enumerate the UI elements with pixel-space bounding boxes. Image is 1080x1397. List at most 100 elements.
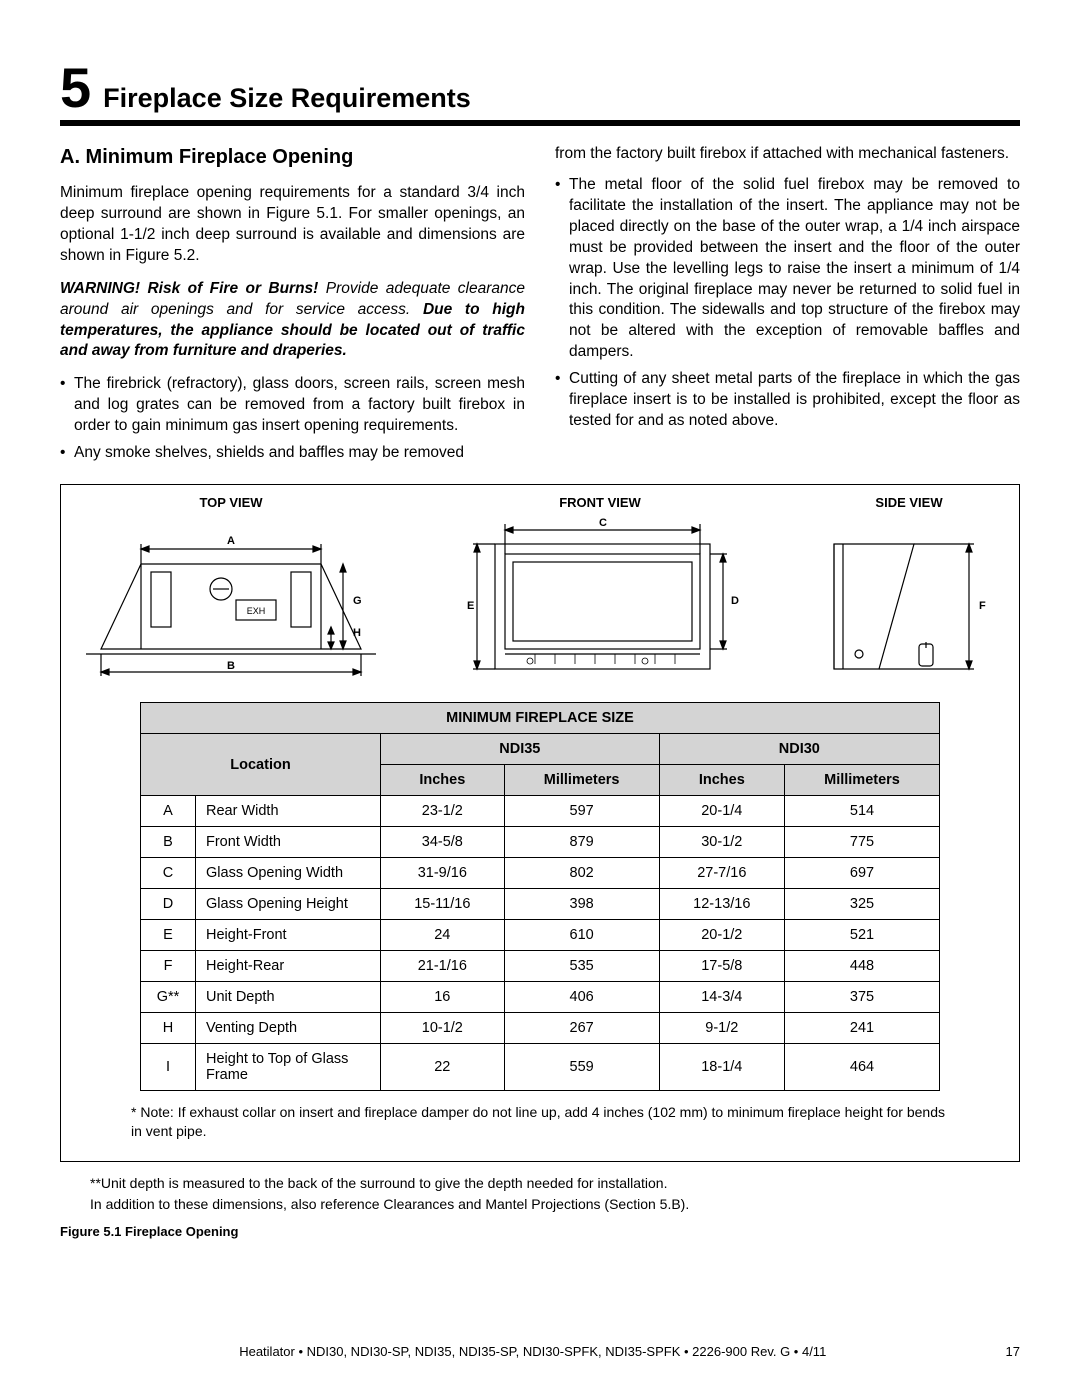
body-columns: A. Minimum Fireplace Opening Minimum fir… <box>60 144 1020 470</box>
section-number: 5 <box>60 60 91 116</box>
col-header-unit: Millimeters <box>784 765 939 796</box>
cell-value: 20-1/2 <box>659 920 784 951</box>
cell-value: 267 <box>504 1013 659 1044</box>
cell-value: 464 <box>784 1044 939 1091</box>
table-row: G**Unit Depth1640614-3/4375 <box>141 982 940 1013</box>
cell-value: 30-1/2 <box>659 827 784 858</box>
reference-note: In addition to these dimensions, also re… <box>90 1195 1020 1214</box>
cell-value: 398 <box>504 889 659 920</box>
continuation-paragraph: from the factory built firebox if attach… <box>555 144 1020 165</box>
cell-value: 9-1/2 <box>659 1013 784 1044</box>
cell-code: E <box>141 920 196 951</box>
right-column: from the factory built firebox if attach… <box>555 144 1020 470</box>
cell-value: 21-1/16 <box>381 951 505 982</box>
cell-value: 10-1/2 <box>381 1013 505 1044</box>
top-view-diagram: A B G H EXH <box>81 514 381 684</box>
list-item: The firebrick (refractory), glass doors,… <box>60 374 525 437</box>
cell-value: 802 <box>504 858 659 889</box>
col-header-model-1: NDI30 <box>659 734 939 765</box>
dim-label-a: A <box>227 535 235 547</box>
dim-label-f: F <box>979 600 986 612</box>
dim-label-c: C <box>599 517 607 529</box>
side-view-diagram: F <box>819 514 999 684</box>
cell-value: 514 <box>784 796 939 827</box>
cell-name: Rear Width <box>196 796 381 827</box>
cell-value: 597 <box>504 796 659 827</box>
dim-label-g: G <box>353 595 362 607</box>
dim-label-e: E <box>467 600 474 612</box>
view-label-side: SIDE VIEW <box>819 495 999 510</box>
cell-code: A <box>141 796 196 827</box>
table-row: ARear Width23-1/259720-1/4514 <box>141 796 940 827</box>
cell-value: 406 <box>504 982 659 1013</box>
list-item: Any smoke shelves, shields and baffles m… <box>60 443 525 464</box>
table-row: IHeight to Top of Glass Frame2255918-1/4… <box>141 1044 940 1091</box>
col-header-model-0: NDI35 <box>381 734 660 765</box>
cell-value: 325 <box>784 889 939 920</box>
cell-name: Glass Opening Width <box>196 858 381 889</box>
cell-value: 241 <box>784 1013 939 1044</box>
figure-box: TOP VIEW <box>60 484 1020 1162</box>
cell-value: 559 <box>504 1044 659 1091</box>
cell-name: Height to Top of Glass Frame <box>196 1044 381 1091</box>
table-row: HVenting Depth10-1/22679-1/2241 <box>141 1013 940 1044</box>
col-header-unit: Inches <box>381 765 505 796</box>
dim-label-d: D <box>731 595 739 607</box>
cell-value: 34-5/8 <box>381 827 505 858</box>
cell-value: 879 <box>504 827 659 858</box>
dimensions-table: MINIMUM FIREPLACE SIZE Location NDI35 ND… <box>140 702 940 1091</box>
cell-value: 23-1/2 <box>381 796 505 827</box>
warning-paragraph: WARNING! Risk of Fire or Burns! Provide … <box>60 279 525 363</box>
intro-paragraph: Minimum fireplace opening requirements f… <box>60 183 525 267</box>
view-label-top: TOP VIEW <box>81 495 381 510</box>
cell-name: Glass Opening Height <box>196 889 381 920</box>
cell-value: 15-11/16 <box>381 889 505 920</box>
col-header-unit: Millimeters <box>504 765 659 796</box>
cell-value: 18-1/4 <box>659 1044 784 1091</box>
subsection-heading: A. Minimum Fireplace Opening <box>60 144 525 171</box>
cell-value: 448 <box>784 951 939 982</box>
cell-name: Venting Depth <box>196 1013 381 1044</box>
cell-code: B <box>141 827 196 858</box>
table-row: BFront Width34-5/887930-1/2775 <box>141 827 940 858</box>
cell-value: 24 <box>381 920 505 951</box>
dim-label-h: H <box>353 627 361 639</box>
cell-value: 521 <box>784 920 939 951</box>
view-label-front: FRONT VIEW <box>455 495 745 510</box>
cell-code: D <box>141 889 196 920</box>
figure-caption: Figure 5.1 Fireplace Opening <box>60 1224 1020 1239</box>
cell-value: 22 <box>381 1044 505 1091</box>
left-column: A. Minimum Fireplace Opening Minimum fir… <box>60 144 525 470</box>
table-row: DGlass Opening Height15-11/1639812-13/16… <box>141 889 940 920</box>
front-view-panel: FRONT VIEW <box>455 495 745 684</box>
col-header-unit: Inches <box>659 765 784 796</box>
section-header: 5 Fireplace Size Requirements <box>60 60 1020 126</box>
cell-value: 697 <box>784 858 939 889</box>
right-bullet-list: The metal floor of the solid fuel firebo… <box>555 175 1020 432</box>
cell-value: 20-1/4 <box>659 796 784 827</box>
cell-value: 375 <box>784 982 939 1013</box>
cell-code: H <box>141 1013 196 1044</box>
col-header-location: Location <box>141 734 381 796</box>
cell-code: C <box>141 858 196 889</box>
cell-value: 27-7/16 <box>659 858 784 889</box>
cell-value: 17-5/8 <box>659 951 784 982</box>
list-item: The metal floor of the solid fuel firebo… <box>555 175 1020 363</box>
cell-code: F <box>141 951 196 982</box>
table-row: CGlass Opening Width31-9/1680227-7/16697 <box>141 858 940 889</box>
cell-value: 14-3/4 <box>659 982 784 1013</box>
page-number: 17 <box>1006 1344 1020 1359</box>
side-view-panel: SIDE VIEW F <box>819 495 999 684</box>
footer-center: Heatilator • NDI30, NDI30-SP, NDI35, NDI… <box>239 1344 826 1359</box>
table-title: MINIMUM FIREPLACE SIZE <box>141 703 940 734</box>
cell-value: 12-13/16 <box>659 889 784 920</box>
front-view-diagram: C E D <box>455 514 745 684</box>
depth-note: **Unit depth is measured to the back of … <box>90 1174 1020 1193</box>
table-row: EHeight-Front2461020-1/2521 <box>141 920 940 951</box>
exh-label: EXH <box>247 606 266 616</box>
cell-name: Height-Front <box>196 920 381 951</box>
cell-code: I <box>141 1044 196 1091</box>
page-footer: Heatilator • NDI30, NDI30-SP, NDI35, NDI… <box>60 1344 1020 1359</box>
cell-value: 535 <box>504 951 659 982</box>
dim-label-b: B <box>227 660 235 672</box>
